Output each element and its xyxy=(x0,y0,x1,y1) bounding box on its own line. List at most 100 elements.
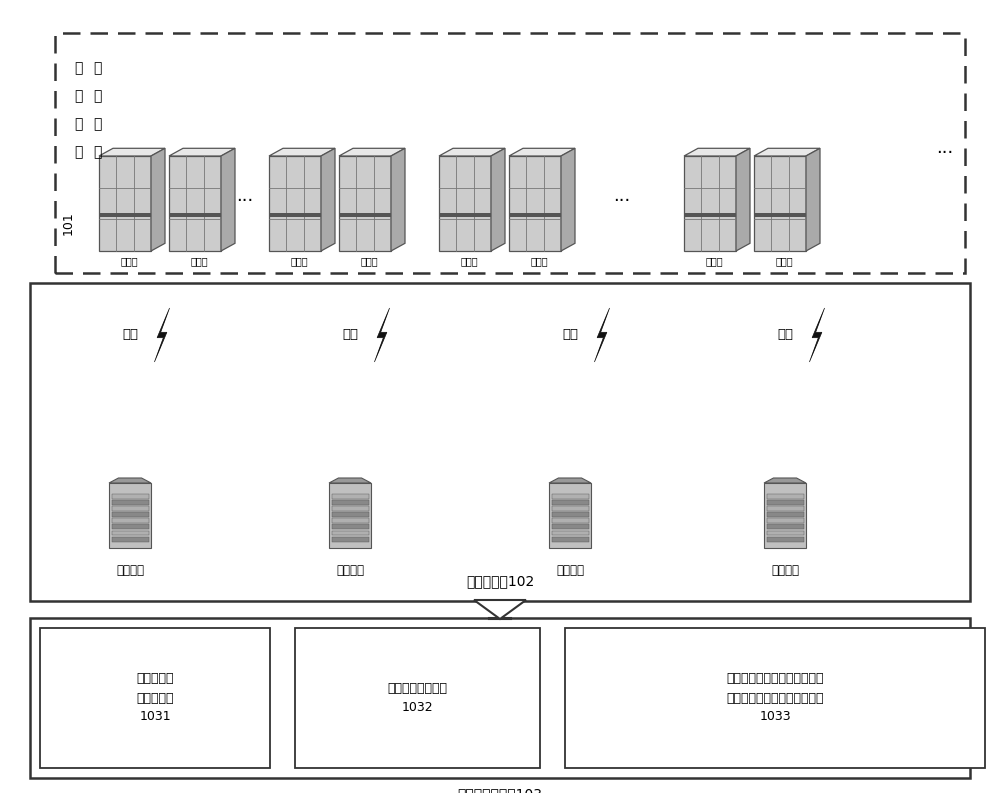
Polygon shape xyxy=(754,148,820,156)
FancyBboxPatch shape xyxy=(565,628,985,768)
Polygon shape xyxy=(767,519,804,523)
Polygon shape xyxy=(154,308,170,362)
FancyBboxPatch shape xyxy=(40,628,270,768)
Polygon shape xyxy=(332,531,368,535)
Polygon shape xyxy=(339,213,391,217)
Text: 网络: 网络 xyxy=(342,328,358,342)
Text: 前: 前 xyxy=(93,61,101,75)
Text: 应用管理子系统103: 应用管理子系统103 xyxy=(458,787,542,793)
Polygon shape xyxy=(99,156,151,251)
Polygon shape xyxy=(112,531,148,535)
Polygon shape xyxy=(269,156,321,251)
Text: ···: ··· xyxy=(613,192,631,210)
Polygon shape xyxy=(474,600,526,619)
Text: 数据中心: 数据中心 xyxy=(771,564,799,577)
Polygon shape xyxy=(391,148,405,251)
Text: ···: ··· xyxy=(936,144,954,162)
Polygon shape xyxy=(764,478,806,483)
Polygon shape xyxy=(339,148,405,156)
Polygon shape xyxy=(549,483,591,548)
Polygon shape xyxy=(767,531,804,535)
Text: 储物柜: 储物柜 xyxy=(530,256,548,266)
Text: 系: 系 xyxy=(74,117,82,131)
Polygon shape xyxy=(594,308,610,362)
Text: 储物柜: 储物柜 xyxy=(775,256,793,266)
Polygon shape xyxy=(509,156,561,251)
Text: 储物柜: 储物柜 xyxy=(120,256,138,266)
Text: 网络: 网络 xyxy=(777,328,793,342)
Text: 储物柜: 储物柜 xyxy=(360,256,378,266)
Text: 数据中心: 数据中心 xyxy=(336,564,364,577)
Polygon shape xyxy=(221,148,235,251)
Polygon shape xyxy=(321,148,335,251)
Polygon shape xyxy=(439,213,491,217)
Polygon shape xyxy=(552,506,588,511)
Text: 网络: 网络 xyxy=(562,328,578,342)
Polygon shape xyxy=(332,537,368,542)
Polygon shape xyxy=(684,156,736,251)
Text: 数据中心: 数据中心 xyxy=(556,564,584,577)
Text: 面向客户的
应用和管理
1031: 面向客户的 应用和管理 1031 xyxy=(136,672,174,723)
Polygon shape xyxy=(509,213,561,217)
Text: 储物柜: 储物柜 xyxy=(705,256,723,266)
Polygon shape xyxy=(112,494,148,499)
Text: 物: 物 xyxy=(93,145,101,159)
Polygon shape xyxy=(439,148,505,156)
Polygon shape xyxy=(109,478,151,483)
Polygon shape xyxy=(112,500,148,505)
Polygon shape xyxy=(112,537,148,542)
Polygon shape xyxy=(169,148,235,156)
Polygon shape xyxy=(509,148,575,156)
Text: 储物柜的设备管理
1032: 储物柜的设备管理 1032 xyxy=(388,682,448,714)
Polygon shape xyxy=(169,213,221,217)
Polygon shape xyxy=(112,519,148,523)
FancyBboxPatch shape xyxy=(295,628,540,768)
Polygon shape xyxy=(806,148,820,251)
Polygon shape xyxy=(332,494,368,499)
Polygon shape xyxy=(332,506,368,511)
FancyBboxPatch shape xyxy=(30,618,970,778)
Polygon shape xyxy=(169,156,221,251)
Polygon shape xyxy=(439,156,491,251)
Polygon shape xyxy=(767,500,804,505)
Text: 101: 101 xyxy=(62,211,74,235)
Polygon shape xyxy=(684,148,750,156)
Polygon shape xyxy=(332,524,368,529)
Polygon shape xyxy=(332,519,368,523)
Polygon shape xyxy=(754,213,806,217)
Polygon shape xyxy=(552,524,588,529)
Polygon shape xyxy=(754,156,806,251)
Polygon shape xyxy=(109,483,151,548)
Polygon shape xyxy=(552,519,588,523)
Polygon shape xyxy=(151,148,165,251)
Polygon shape xyxy=(552,531,588,535)
FancyBboxPatch shape xyxy=(489,618,511,619)
Text: 子: 子 xyxy=(74,89,82,103)
Polygon shape xyxy=(549,478,591,483)
Polygon shape xyxy=(332,500,368,505)
Polygon shape xyxy=(329,478,371,483)
Polygon shape xyxy=(561,148,575,251)
Polygon shape xyxy=(269,213,321,217)
Polygon shape xyxy=(552,537,588,542)
Text: 柜: 柜 xyxy=(74,61,82,75)
FancyBboxPatch shape xyxy=(30,283,970,601)
Text: 储物柜: 储物柜 xyxy=(290,256,308,266)
Polygon shape xyxy=(767,537,804,542)
Polygon shape xyxy=(269,148,335,156)
Polygon shape xyxy=(491,148,505,251)
Polygon shape xyxy=(767,506,804,511)
FancyBboxPatch shape xyxy=(55,33,965,273)
Polygon shape xyxy=(112,506,148,511)
Polygon shape xyxy=(809,308,825,362)
Polygon shape xyxy=(99,213,151,217)
Polygon shape xyxy=(99,148,165,156)
Polygon shape xyxy=(767,512,804,517)
Text: 统: 统 xyxy=(74,145,82,159)
Text: 端: 端 xyxy=(93,89,101,103)
Text: 储: 储 xyxy=(93,117,101,131)
Polygon shape xyxy=(112,524,148,529)
Polygon shape xyxy=(112,512,148,517)
Polygon shape xyxy=(552,494,588,499)
Polygon shape xyxy=(329,483,371,548)
